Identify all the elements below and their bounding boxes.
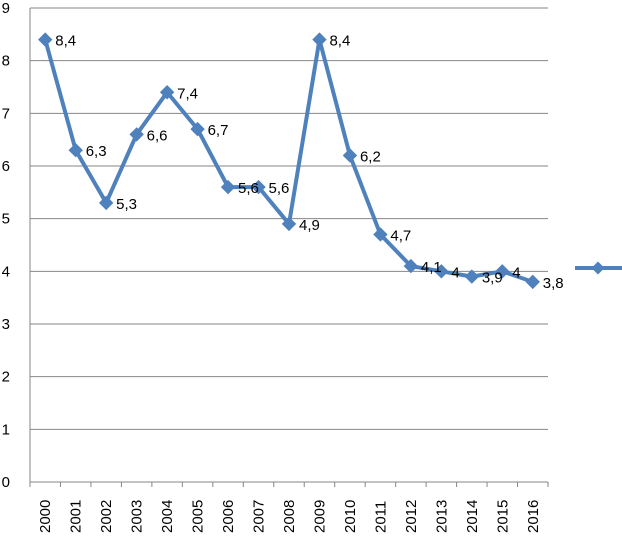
x-tick-label: 2004 [159, 500, 176, 533]
y-tick-label: 0 [2, 474, 10, 491]
x-tick-label: 2002 [98, 500, 115, 533]
x-tick-label: 2006 [220, 500, 237, 533]
legend [575, 261, 622, 275]
data-label: 6,6 [147, 127, 168, 144]
data-label: 6,7 [208, 122, 229, 139]
data-label: 4,1 [421, 259, 442, 276]
data-label: 5,6 [238, 180, 259, 197]
x-tick-label: 2005 [190, 500, 207, 533]
y-tick-label: 7 [2, 105, 10, 122]
data-point-marker [68, 142, 83, 158]
data-point-marker [98, 195, 114, 211]
series-line [38, 32, 540, 290]
data-point-marker [525, 274, 540, 290]
data-point-marker [342, 148, 358, 163]
data-label: 4,9 [299, 217, 320, 234]
x-tick-label: 2013 [433, 500, 450, 533]
legend-marker [591, 261, 605, 275]
series-polyline [43, 37, 534, 284]
data-point-marker [190, 121, 205, 137]
x-tick-label: 2000 [37, 500, 54, 533]
data-label: 8,4 [329, 33, 350, 50]
x-tick-label: 2010 [342, 500, 359, 533]
data-label: 3,9 [482, 270, 503, 287]
data-point-marker [434, 264, 449, 279]
data-point-marker [403, 258, 419, 274]
data-label: 8,4 [55, 33, 76, 50]
data-point-marker [281, 216, 297, 232]
y-tick-label: 2 [2, 369, 10, 386]
x-tick-label: 2016 [525, 500, 542, 533]
x-tick-label: 2003 [129, 500, 146, 533]
data-label: 4 [512, 264, 520, 281]
data-point-marker [159, 85, 175, 100]
data-point-marker [495, 264, 510, 279]
data-label: 4 [451, 264, 459, 281]
y-tick-label: 3 [2, 316, 10, 333]
x-tick-label: 2015 [494, 500, 511, 533]
y-tick-label: 4 [2, 263, 10, 280]
data-label: 4,7 [390, 227, 411, 244]
data-point-marker [373, 227, 388, 242]
x-tick-label: 2009 [311, 500, 328, 533]
data-label: 6,3 [86, 143, 107, 160]
data-point-marker [251, 179, 266, 195]
x-tick-label: 2008 [281, 500, 298, 533]
y-tick-label: 1 [2, 421, 10, 438]
x-tick-label: 2014 [464, 500, 481, 533]
data-point-marker [129, 127, 144, 142]
data-point-marker [312, 32, 327, 47]
x-tick-label: 2011 [372, 501, 389, 533]
x-tick-label: 2001 [68, 500, 85, 533]
data-label: 6,2 [360, 148, 381, 165]
x-tick-label: 2007 [251, 500, 268, 533]
data-point-marker [464, 269, 480, 284]
y-tick-label: 8 [2, 53, 10, 70]
axes: 0 1 2 3 4 5 6 7 8 9 2000 2001 2002 2003 2004 2005 2006 20… [2, 0, 549, 533]
data-point-marker [220, 179, 236, 195]
data-label: 7,4 [177, 85, 198, 102]
data-labels: 8,4 6,3 5,3 6,6 7,4 6,7 5,6 5,6 4,9 8,4 6,2 4,7 4,1 4… [55, 33, 563, 292]
y-tick-label: 9 [2, 0, 10, 17]
data-label: 5,3 [116, 196, 137, 213]
x-tick-label: 2012 [403, 500, 420, 533]
data-point-marker [38, 32, 53, 47]
data-label: 3,8 [543, 275, 564, 292]
y-tick-label: 5 [2, 211, 10, 228]
data-label: 5,6 [269, 180, 290, 197]
y-tick-label: 6 [2, 158, 10, 175]
